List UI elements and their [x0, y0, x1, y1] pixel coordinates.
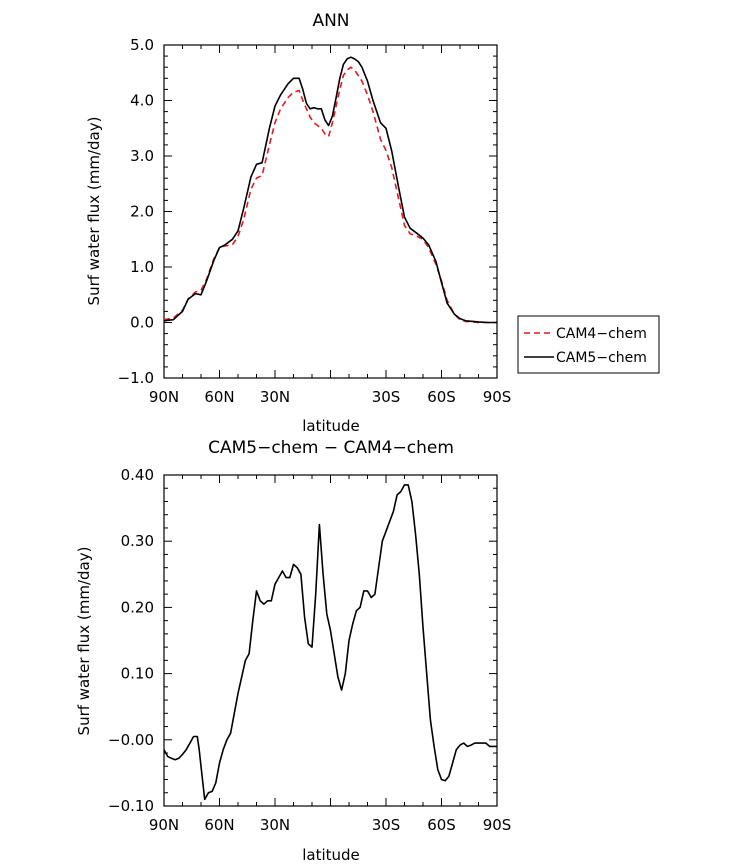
- y-tick-label: −0.00: [108, 731, 154, 749]
- y-tick-label: 1.0: [130, 258, 154, 276]
- x-tick-label: 30S: [372, 816, 401, 834]
- y-tick-label: 4.0: [130, 92, 154, 110]
- y-tick-label: 0.30: [121, 532, 154, 550]
- y-axis-label: Surf water flux (mm/day): [85, 117, 103, 306]
- x-axis-label: latitude: [302, 846, 360, 864]
- x-tick-label: 60N: [204, 388, 234, 406]
- series-line-cam4-chem: [163, 66, 497, 324]
- legend-entry-cam5: CAM5−chem: [556, 350, 647, 366]
- x-tick-label: 90N: [149, 388, 179, 406]
- y-tick-label: 2.0: [130, 203, 154, 221]
- legend-box: [517, 315, 660, 374]
- y-tick-label: 5.0: [130, 36, 154, 54]
- y-tick-label: −1.0: [118, 369, 154, 387]
- x-tick-label: 60S: [427, 816, 456, 834]
- y-tick-label: −0.10: [108, 797, 154, 815]
- legend-entry-cam4: CAM4−chem: [556, 326, 647, 342]
- plot-area: 90N 60N 30N 30S 60S 90S −0.10 −0.00 0.10 0.20 0.30…: [108, 466, 511, 834]
- x-tick-label: 90S: [483, 388, 512, 406]
- x-tick-label: 30N: [260, 388, 290, 406]
- panel-difference: CAM5−chem − CAM4−chem 90N 60N 30N 30S 60S 90S…: [75, 438, 511, 864]
- y-axis-label: Surf water flux (mm/day): [75, 547, 93, 736]
- series-line-difference: [163, 484, 497, 801]
- series-line-cam5-chem: [163, 56, 497, 324]
- x-tick-label: 60S: [427, 388, 456, 406]
- y-tick-label: 0.10: [121, 665, 154, 683]
- x-axis-label: latitude: [302, 417, 360, 435]
- plot-frame: [163, 474, 498, 807]
- y-tick-label: 0.0: [130, 314, 154, 332]
- x-tick-label: 30N: [260, 816, 290, 834]
- x-tick-label: 30S: [372, 388, 401, 406]
- x-tick-label: 90S: [483, 816, 512, 834]
- y-tick-label: 0.20: [121, 598, 154, 616]
- legend: CAM4−chem CAM5−chem: [517, 315, 660, 374]
- y-tick-label: 0.40: [121, 466, 154, 484]
- x-tick-label: 90N: [149, 816, 179, 834]
- chart-title: CAM5−chem − CAM4−chem: [208, 438, 454, 458]
- x-tick-label: 60N: [204, 816, 234, 834]
- panel-annual-mean: ANN 90N 60N 30N 30S 60S 90S −1.0 0.0 1.0 2.0 3.0 4.…: [85, 11, 511, 435]
- y-tick-label: 3.0: [130, 147, 154, 165]
- chart-title: ANN: [312, 11, 349, 31]
- plot-area: 90N 60N 30N 30S 60S 90S −1.0 0.0 1.0 2.0 3.0 4.0 5.0: [118, 36, 512, 406]
- plot-frame: [163, 44, 498, 379]
